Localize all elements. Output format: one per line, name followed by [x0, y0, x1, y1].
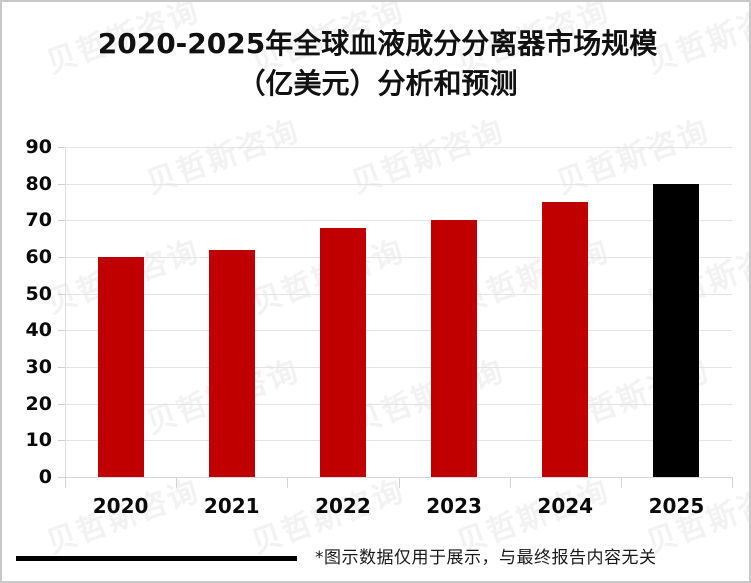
gridline [65, 403, 732, 405]
x-axis-tick-mark [287, 477, 289, 488]
y-axis-tick-label: 50 [25, 282, 52, 305]
x-axis-tick-mark [398, 477, 400, 488]
chart-footer: *图示数据仅用于展示，与最终报告内容无关 [2, 536, 749, 581]
y-axis-tick-mark [58, 367, 65, 368]
y-axis-tick-label: 70 [25, 209, 52, 232]
y-axis-tick-mark [58, 477, 65, 478]
y-axis-tick-mark [58, 147, 65, 148]
y-axis-tick-label: 40 [25, 319, 52, 342]
x-axis-tick-label-2023: 2023 [426, 494, 482, 518]
gridline [65, 220, 732, 222]
x-axis-tick-mark [176, 477, 178, 488]
gridline [65, 330, 732, 332]
y-axis-tick-mark [58, 183, 65, 185]
y-axis-tick-mark [58, 293, 65, 295]
y-axis-tick-mark [58, 330, 65, 332]
footer-divider-rule [16, 556, 297, 561]
chart-title: 2020-2025年全球血液成分分离器市场规模 （亿美元）分析和预测 [2, 24, 749, 104]
x-axis-tick-label-2024: 2024 [537, 494, 594, 518]
y-axis-tick-label: 30 [25, 356, 52, 378]
x-axis-tick-label-2022: 2022 [315, 494, 371, 518]
gridline [65, 257, 732, 258]
y-axis-tick-mark [58, 257, 65, 258]
x-axis-tick-label-2020: 2020 [92, 494, 149, 518]
chart-title-line-1: 2020-2025年全球血液成分分离器市场规模 [97, 27, 658, 60]
y-axis-tick-label: 10 [25, 429, 52, 452]
y-axis-tick-mark [58, 440, 65, 442]
gridline [65, 293, 732, 295]
bar-2022[interactable] [319, 227, 366, 477]
plot-area [65, 147, 732, 477]
bar-2024[interactable] [542, 202, 589, 477]
y-axis-tick-label: 80 [25, 172, 52, 195]
y-axis-tick-mark [58, 220, 65, 222]
footer-note-text: *图示数据仅用于展示，与最终报告内容无关 [315, 548, 657, 568]
gridline [65, 440, 732, 442]
x-axis-tick-label-2025: 2025 [648, 494, 705, 518]
y-axis-tick-label: 20 [25, 392, 52, 415]
chart-title-line-2: （亿美元）分析和预测 [237, 67, 518, 100]
y-axis-line [65, 147, 66, 477]
bar-2023[interactable] [431, 220, 478, 477]
x-axis-tick-mark [509, 477, 511, 488]
bar-2020[interactable] [97, 257, 144, 477]
gridline [65, 147, 732, 148]
y-axis-tick-label: 60 [25, 246, 52, 268]
x-axis-tick-label-2021: 2021 [203, 494, 260, 518]
x-axis-tick-mark [65, 477, 66, 488]
gridline [65, 183, 732, 185]
x-axis-tick-mark [732, 477, 733, 488]
y-axis-tick-label: 0 [38, 466, 52, 488]
gridline [65, 367, 732, 368]
y-axis-tick-label: 90 [25, 136, 52, 158]
bar-2025[interactable] [653, 184, 700, 477]
bar-2021[interactable] [208, 249, 255, 477]
y-axis-tick-mark [58, 403, 65, 405]
x-axis-tick-mark [620, 477, 622, 488]
